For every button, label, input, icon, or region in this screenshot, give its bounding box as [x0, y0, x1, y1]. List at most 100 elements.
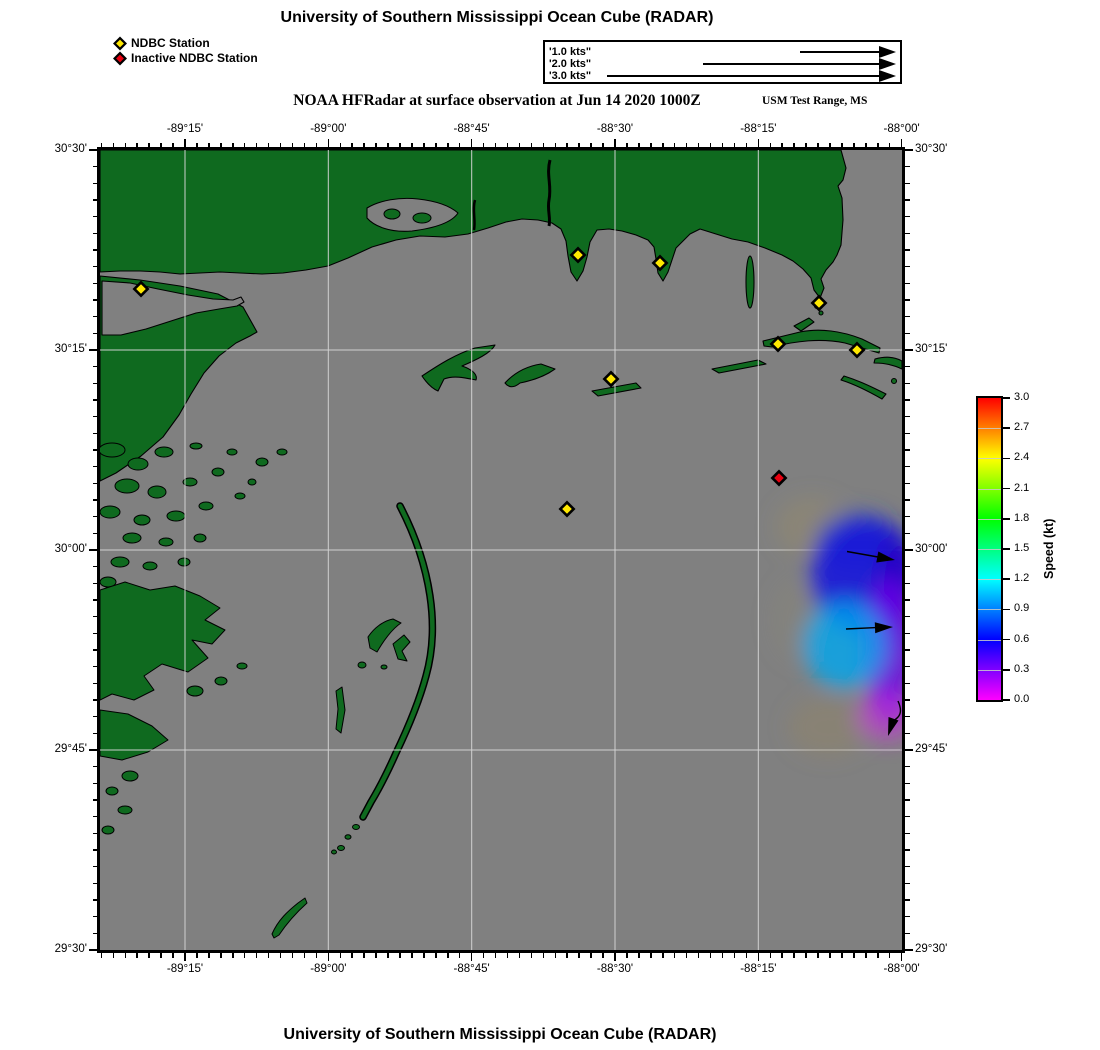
- axis-tick: [315, 142, 318, 147]
- axis-tick: [399, 142, 401, 147]
- colorbar-tick-label: 0.3: [1014, 662, 1030, 675]
- axis-tick: [638, 142, 640, 147]
- axis-tick: [447, 142, 449, 147]
- axis-tick: [92, 599, 97, 601]
- colorbar-tick: [1003, 608, 1010, 611]
- axis-tick: [905, 399, 910, 401]
- current-vectors: [845, 550, 902, 736]
- axis-tick: [709, 142, 712, 147]
- colorbar: [976, 396, 1003, 702]
- axis-tick: [650, 953, 652, 958]
- axis-tick: [255, 142, 258, 147]
- axis-tick: [888, 953, 891, 958]
- y-axis-tick-label: 29°45': [54, 743, 87, 755]
- axis-tick: [124, 953, 127, 958]
- axis-tick: [89, 549, 97, 551]
- axis-tick: [905, 465, 910, 468]
- graticule-lines: [100, 150, 902, 950]
- axis-tick: [685, 953, 688, 958]
- axis-tick: [136, 142, 138, 147]
- axis-tick: [363, 142, 365, 147]
- axis-tick: [92, 265, 97, 268]
- axis-tick: [351, 953, 353, 958]
- axis-tick: [351, 142, 353, 147]
- axis-tick: [92, 849, 97, 851]
- axis-tick: [92, 632, 97, 635]
- y-axis-tick-label: 29°30': [915, 943, 948, 955]
- axis-tick: [92, 515, 97, 518]
- axis-tick: [387, 142, 389, 147]
- axis-tick: [92, 565, 97, 568]
- axis-tick: [841, 953, 843, 958]
- x-axis-tick-label: -89°15': [166, 123, 204, 135]
- colorbar-tick: [1003, 397, 1010, 399]
- axis-tick: [423, 142, 425, 147]
- y-axis-tick-label: 30°00': [915, 543, 948, 555]
- colorbar-tick-label: 2.1: [1014, 481, 1030, 494]
- axis-tick: [506, 142, 509, 147]
- axis-tick: [905, 149, 913, 151]
- axis-tick: [905, 665, 910, 668]
- axis-tick: [92, 915, 97, 918]
- ndbc-station-marker: [569, 246, 587, 264]
- axis-tick: [92, 482, 97, 485]
- axis-tick: [208, 142, 210, 147]
- axis-tick: [905, 715, 910, 718]
- colorbar-gridline: [978, 639, 1001, 641]
- axis-tick: [92, 699, 97, 701]
- colorbar-tick-label: 1.5: [1014, 542, 1030, 554]
- map-canvas: [100, 150, 902, 950]
- legend-item: Inactive NDBC Station: [112, 51, 258, 65]
- scale-arrow-head-icon: [879, 58, 896, 70]
- axis-tick: [905, 899, 910, 901]
- colorbar-gridline: [978, 669, 1001, 671]
- axis-tick: [303, 142, 306, 147]
- axis-tick: [829, 953, 831, 958]
- colorbar-tick-label: 1.8: [1014, 511, 1030, 524]
- axis-tick: [196, 142, 198, 147]
- axis-tick: [757, 953, 760, 961]
- axis-tick: [220, 953, 222, 958]
- colorbar-gridline: [978, 488, 1001, 490]
- axis-tick: [423, 953, 425, 958]
- axis-tick: [470, 139, 473, 147]
- axis-tick: [279, 953, 282, 958]
- axis-tick: [339, 142, 342, 147]
- ndbc-station-marker: [769, 335, 787, 353]
- island-arc: [331, 502, 437, 855]
- axis-tick: [112, 953, 115, 958]
- axis-tick: [92, 865, 97, 868]
- axis-tick: [865, 953, 867, 958]
- axis-tick: [458, 953, 461, 958]
- colorbar-tick-label: 3.0: [1014, 391, 1030, 403]
- x-axis-tick-label: -88°45': [453, 963, 490, 975]
- axis-tick: [92, 765, 97, 768]
- axis-tick: [518, 142, 521, 147]
- axis-tick: [905, 432, 910, 435]
- bays-inlets: [101, 159, 552, 336]
- axis-tick: [905, 649, 910, 651]
- y-axis-tick-label: 30°15': [915, 343, 948, 355]
- axis-tick: [375, 953, 377, 958]
- axis-tick: [905, 349, 913, 351]
- axis-tick: [89, 949, 97, 951]
- river: [472, 199, 477, 231]
- colorbar-gridline: [978, 428, 1001, 430]
- axis-tick: [92, 299, 97, 301]
- axis-tick: [900, 139, 903, 147]
- axis-tick: [92, 682, 97, 685]
- axis-tick: [327, 953, 330, 961]
- axis-tick: [905, 232, 910, 235]
- current-vector-arrow: [845, 622, 893, 634]
- axis-tick: [709, 953, 712, 958]
- ndbc-station-marker: [651, 254, 669, 272]
- current-vector-arrow: [846, 550, 895, 563]
- scale-arrow-head-icon: [879, 46, 896, 58]
- x-axis-tick-label: -88°30': [596, 963, 634, 975]
- axis-tick: [196, 953, 198, 958]
- axis-tick: [92, 315, 97, 318]
- axis-tick: [92, 232, 97, 235]
- axis-tick: [255, 953, 258, 958]
- station-diamond-icon: [113, 36, 127, 50]
- axis-tick: [566, 953, 568, 958]
